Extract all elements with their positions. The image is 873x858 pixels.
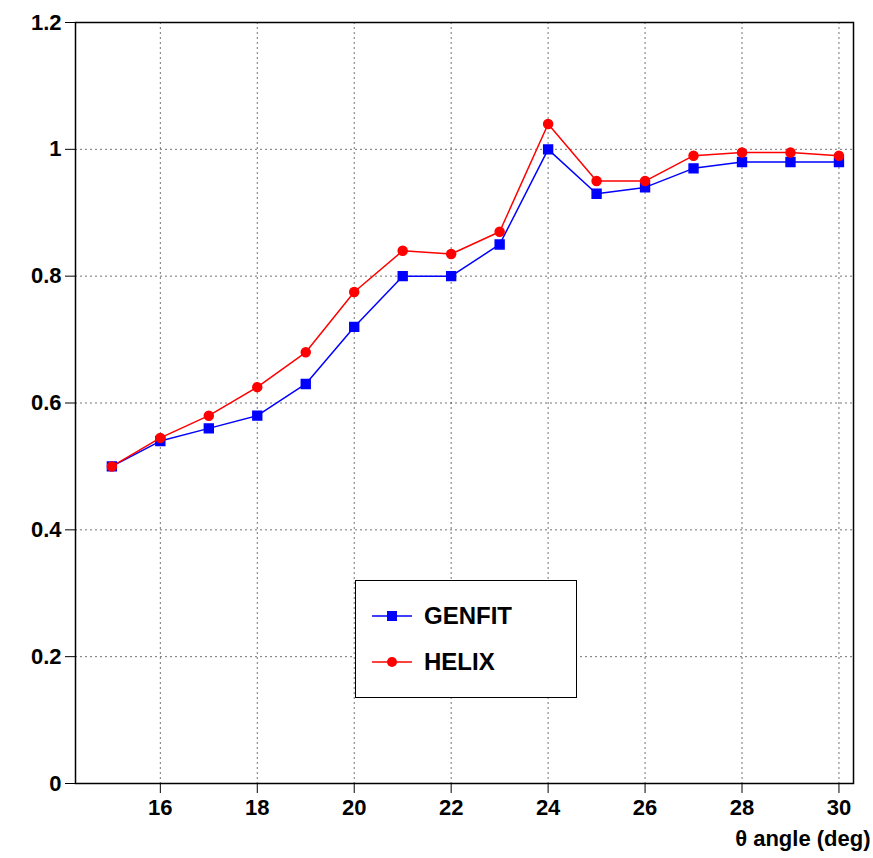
svg-text:28: 28 (730, 795, 754, 820)
svg-text:0.4: 0.4 (31, 517, 62, 542)
svg-text:20: 20 (342, 795, 366, 820)
svg-text:0.8: 0.8 (31, 263, 62, 288)
svg-text:0: 0 (49, 771, 61, 796)
svg-text:26: 26 (633, 795, 657, 820)
svg-text:θ angle (deg): θ angle (deg) (735, 826, 870, 851)
svg-text:0.6: 0.6 (31, 390, 62, 415)
svg-text:0.2: 0.2 (31, 644, 62, 669)
svg-text:1.2: 1.2 (31, 10, 62, 35)
svg-text:16: 16 (148, 795, 172, 820)
html-text:GENFIT: GENFIT (424, 602, 512, 629)
html-text:HELIX: HELIX (424, 648, 495, 675)
svg-text:18: 18 (245, 795, 269, 820)
svg-text:1: 1 (49, 136, 61, 161)
svg-text:22: 22 (439, 795, 463, 820)
svg-text:30: 30 (827, 795, 851, 820)
svg-text:24: 24 (536, 795, 561, 820)
